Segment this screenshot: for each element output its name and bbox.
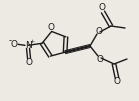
Text: O: O bbox=[96, 55, 104, 64]
Text: N: N bbox=[25, 41, 31, 50]
Text: O: O bbox=[114, 77, 121, 86]
Text: O: O bbox=[99, 4, 106, 13]
Text: -: - bbox=[8, 36, 12, 45]
Text: O: O bbox=[26, 58, 33, 67]
Text: O: O bbox=[47, 23, 54, 32]
Text: +: + bbox=[29, 39, 35, 44]
Text: O: O bbox=[11, 40, 18, 49]
Text: O: O bbox=[95, 26, 102, 35]
